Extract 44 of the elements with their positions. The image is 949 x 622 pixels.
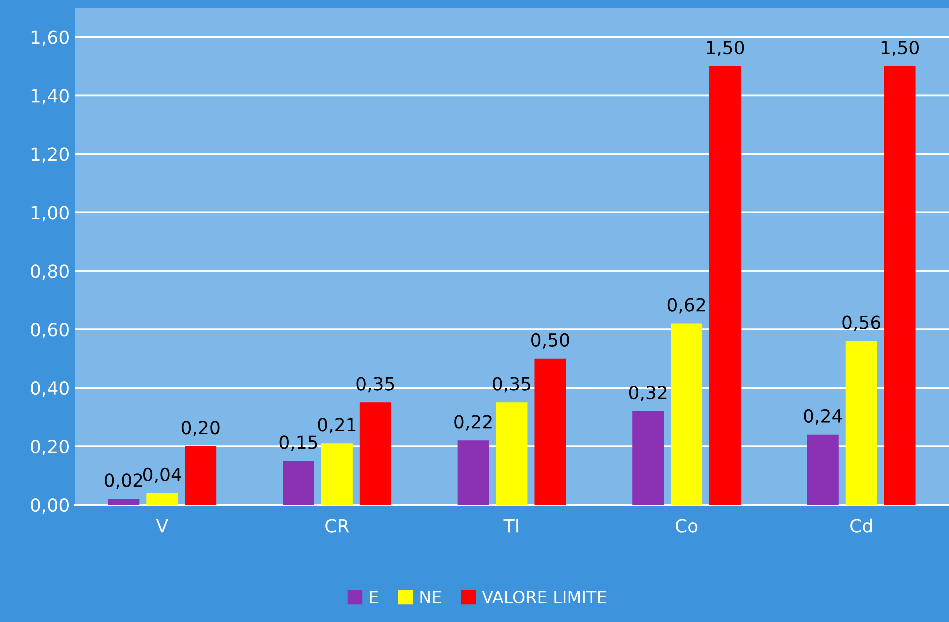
bar	[321, 444, 353, 505]
data-label: 0,20	[182, 421, 220, 437]
legend-label: NE	[420, 591, 442, 604]
y-tick-label: 1,40	[32, 89, 69, 105]
x-tick-label: V	[156, 519, 168, 533]
y-tick-label: 0,60	[31, 323, 69, 339]
bar	[108, 499, 140, 505]
bar	[283, 461, 314, 505]
y-tick-label: 0,20	[31, 440, 69, 456]
data-label: 1,50	[882, 40, 919, 56]
data-label: 0,22	[454, 415, 492, 431]
bar	[846, 341, 878, 505]
bar	[185, 446, 217, 505]
y-tick-label: 1,00	[32, 206, 69, 222]
legend-label: E	[370, 591, 378, 604]
bar	[146, 493, 178, 505]
data-label: 0,32	[629, 386, 667, 402]
y-tick-label: 0,80	[31, 264, 69, 280]
bar	[496, 402, 528, 505]
bar	[534, 358, 566, 505]
y-tick-label: 0,00	[31, 498, 69, 514]
bar	[632, 411, 664, 505]
data-label: 1,50	[707, 40, 744, 56]
bar	[671, 324, 703, 505]
x-tick-label: CR	[326, 519, 350, 533]
data-label: 0,02	[105, 474, 142, 490]
bar	[807, 434, 839, 505]
x-tick-label: Cd	[850, 518, 872, 533]
bar	[884, 66, 916, 505]
data-label: 0,62	[668, 298, 706, 314]
y-tick-label: 1,20	[32, 148, 69, 164]
bar	[458, 440, 490, 505]
legend-label: VALORE LIMITE	[482, 590, 606, 604]
x-tick-label: Co	[676, 519, 698, 533]
data-label: 0,21	[318, 418, 356, 434]
data-label: 0,56	[842, 316, 881, 332]
data-label: 0,24	[804, 409, 842, 425]
bar	[710, 66, 741, 505]
y-tick-label: 1,60	[32, 30, 69, 46]
y-tick-label: 0,40	[31, 382, 69, 398]
bar	[360, 402, 392, 505]
data-label: 0,04	[143, 468, 182, 484]
data-label: 0,50	[532, 333, 570, 349]
x-tick-label: TI	[504, 519, 518, 533]
